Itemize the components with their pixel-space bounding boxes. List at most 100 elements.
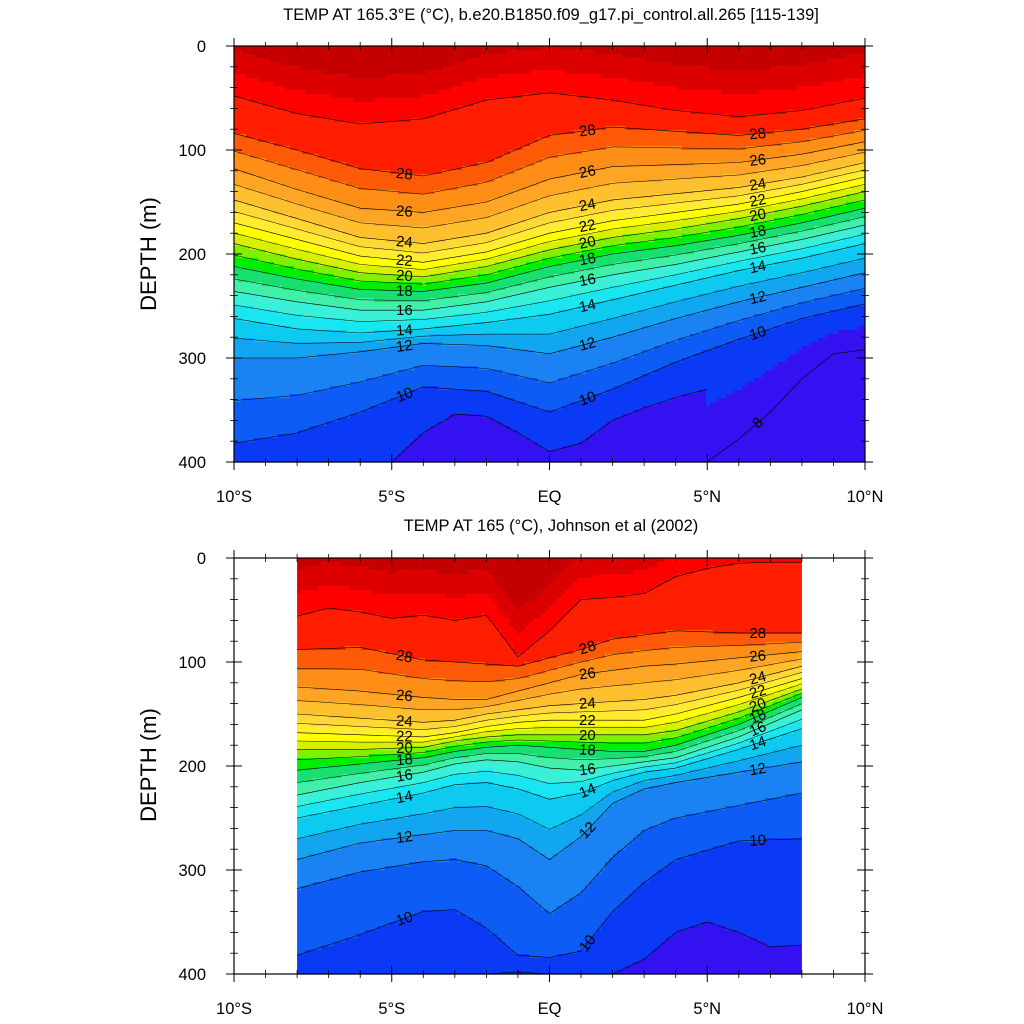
field-cell [438,422,503,427]
field-cell [713,694,746,699]
isotherm-20 [297,688,803,750]
field-cell [358,270,455,275]
field-cell [506,318,607,323]
field-cell [446,418,495,423]
field-cell [438,306,511,311]
field-cell [669,862,802,867]
panel-model: TEMP AT 165.3°E (°C), b.e20.B1850.f09_g1… [136,6,883,506]
field-cell [529,762,630,767]
field-cell [234,218,267,223]
field-cell [550,210,607,215]
field-cell [789,746,802,751]
field-cell [717,742,738,747]
contour-label: 22 [747,682,768,703]
field-cell [818,338,865,343]
field-cell [457,730,486,735]
field-cell [677,858,802,863]
field-cell [317,766,402,771]
field-cell [557,906,618,911]
field-cell [297,662,486,667]
field-cell [606,274,671,279]
field-cell [585,830,642,835]
field-cell [758,238,799,243]
field-cell [725,926,802,931]
field-cell [698,390,707,395]
field-cell [525,662,574,667]
field-cell [586,370,655,375]
field-cell [490,198,539,203]
field-cell [586,170,759,175]
y-axis-label: DEPTH (m) [136,197,161,311]
field-cell [629,762,670,767]
contour-label-text: 24 [748,668,768,689]
field-cell [862,74,865,79]
field-cell [753,742,802,747]
field-cell [234,114,311,119]
field-cell [234,202,247,207]
field-cell [373,790,430,795]
field-cell [662,366,775,371]
field-cell [730,218,775,223]
field-cell [630,330,703,335]
field-cell [430,250,487,255]
field-cell [706,390,735,395]
field-cell [478,182,539,187]
field-cell [565,614,802,619]
field-cell [302,278,355,283]
field-cell [298,238,339,243]
field-cell [490,214,539,219]
field-cell [297,750,426,755]
contour-label-text: 20 [395,267,413,285]
field-cell [497,626,514,631]
x-tick-label: 10°N [847,488,884,506]
field-cell [814,226,851,231]
field-cell [854,178,865,183]
contour-label-text: 28 [749,125,767,144]
field-cell [606,166,787,171]
field-cell [370,406,539,411]
field-cell [297,638,506,643]
field-cell [437,738,462,743]
field-cell [561,678,674,683]
field-cell [850,186,865,191]
field-cell [426,210,503,215]
field-cell [234,266,243,271]
field-cell [297,838,382,843]
field-cell [618,218,683,223]
contour-label-text: 22 [395,252,413,271]
field-cell [297,850,326,855]
field-cell [350,218,471,223]
field-cell [297,578,494,583]
y-tick-label: 100 [178,142,206,160]
field-cell [781,710,798,715]
field-cell [773,662,802,667]
isotherm-10 [297,838,802,958]
field-cell [606,422,865,427]
field-cell [722,174,807,179]
field-cell [677,662,774,667]
field-cell [609,914,802,919]
field-cell [449,858,458,863]
field-cell [246,202,299,207]
field-cell [390,346,507,351]
field-cell [573,558,666,563]
field-cell [722,90,759,95]
field-cell [381,614,418,619]
field-cell [529,790,586,795]
field-cell [297,646,346,651]
field-cell [590,322,659,327]
field-cell [433,778,538,783]
field-cell [297,830,326,835]
field-cell [733,562,802,567]
contour-label: 20 [747,695,768,717]
field-cell [297,714,330,719]
contour-label: 24 [579,695,597,713]
field-cell [850,210,865,215]
contour-label: 24 [578,195,598,215]
field-cell [614,418,865,423]
field-cell [605,862,670,867]
field-cell [517,970,522,975]
field-cell [793,706,802,711]
field-cell [774,262,839,267]
field-cell [765,694,782,699]
